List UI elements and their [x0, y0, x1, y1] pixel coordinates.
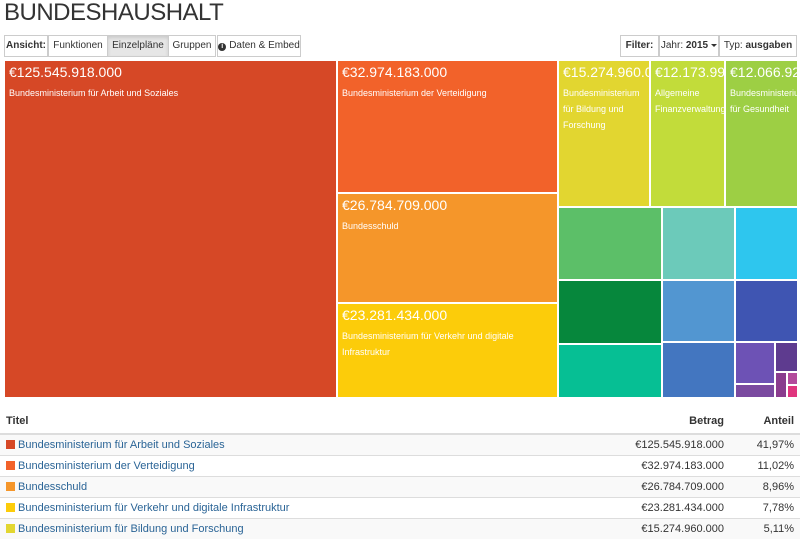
color-swatch: [6, 524, 15, 533]
view-einzelplaene-button[interactable]: Einzelpläne: [107, 35, 169, 57]
color-swatch: [6, 503, 15, 512]
table-row[interactable]: Bundesministerium der Verteidigung €32.97…: [0, 455, 800, 477]
treemap-tile[interactable]: [735, 342, 775, 384]
row-share: 8,96%: [730, 476, 800, 498]
row-share: 11,02%: [730, 455, 800, 477]
color-swatch: [6, 461, 15, 470]
table-row[interactable]: Bundesministerium für Arbeit und Soziale…: [0, 433, 800, 456]
tile-label: Bundesministerium für Bildung und Forsch…: [563, 88, 640, 130]
row-title-cell: Bundesschuld: [0, 476, 545, 498]
tile-amount: €12.173.996: [655, 64, 725, 80]
filter-label: Filter:: [620, 35, 659, 57]
row-link[interactable]: Bundesministerium für Arbeit und Soziale…: [18, 439, 225, 451]
view-funktionen-button[interactable]: Funktionen: [48, 35, 108, 57]
treemap-tile[interactable]: €32.974.183.000 Bundesministerium der Ver…: [337, 60, 558, 193]
treemap-tile[interactable]: [662, 280, 735, 342]
row-amount: €26.784.709.000: [544, 476, 730, 498]
tile-amount: €26.784.709.000: [342, 197, 448, 213]
tile-amount: €12.066.920: [730, 64, 797, 80]
table-row[interactable]: Bundesschuld €26.784.709.000 8,96%: [0, 476, 800, 498]
treemap-tile[interactable]: [775, 372, 787, 398]
treemap-chart: €125.545.918.000 Bundesministerium für Ar…: [4, 60, 798, 398]
tile-label: Bundesministerium für Verkehr und digita…: [342, 331, 514, 357]
info-icon: i: [218, 43, 227, 51]
treemap-tile[interactable]: [787, 385, 798, 398]
treemap-tile[interactable]: [775, 342, 798, 372]
row-link[interactable]: Bundesministerium der Verteidigung: [18, 460, 195, 472]
type-dropdown[interactable]: Typ: ausgaben: [719, 35, 797, 67]
data-embed-label: Daten & Embed: [229, 40, 300, 51]
view-gruppen-button[interactable]: Gruppen: [168, 35, 216, 57]
treemap-tile[interactable]: [662, 342, 735, 398]
treemap-tile[interactable]: €12.066.920 Bundesministerium für Gesundh…: [725, 60, 798, 207]
header-share: Anteil: [730, 409, 800, 435]
row-link[interactable]: Bundesministerium für Verkehr und digita…: [18, 502, 290, 514]
treemap-tile[interactable]: [735, 384, 775, 398]
table-row[interactable]: Bundesministerium für Bildung und Forsch…: [0, 518, 800, 539]
color-swatch: [6, 440, 15, 449]
view-label: Ansicht:: [4, 35, 48, 57]
chevron-down-icon: [711, 43, 718, 47]
type-value: ausgaben: [745, 40, 793, 51]
year-prefix: Jahr:: [660, 40, 684, 51]
row-amount: €23.281.434.000: [544, 497, 730, 519]
tile-label: Bundesministerium für Arbeit und Soziale…: [9, 88, 179, 98]
row-title-cell: Bundesministerium für Arbeit und Soziale…: [0, 433, 545, 456]
page-title: BUNDESHAUSHALT: [4, 0, 224, 26]
row-title-cell: Bundesministerium für Bildung und Forsch…: [0, 518, 545, 539]
tile-amount: €15.274.960.000: [563, 64, 649, 80]
row-amount: €32.974.183.000: [544, 455, 730, 477]
treemap-tile[interactable]: [735, 207, 798, 280]
row-title-cell: Bundesministerium für Verkehr und digita…: [0, 497, 545, 519]
row-link[interactable]: Bundesministerium für Bildung und Forsch…: [18, 523, 244, 535]
row-amount: €15.274.960.000: [544, 518, 730, 539]
budget-table: Titel Betrag Anteil Bundesministerium fü…: [0, 409, 800, 539]
treemap-tile[interactable]: €15.274.960.000 Bundesministerium für Bil…: [558, 60, 650, 207]
treemap-tile[interactable]: €26.784.709.000 Bundesschuld: [337, 193, 558, 303]
treemap-tile[interactable]: €23.281.434.000 Bundesministerium für Ver…: [337, 303, 558, 398]
tile-amount: €23.281.434.000: [342, 307, 448, 323]
year-value: 2015: [685, 40, 709, 51]
treemap-tile[interactable]: €125.545.918.000 Bundesministerium für Ar…: [4, 60, 337, 398]
row-link[interactable]: Bundesschuld: [18, 481, 88, 493]
tile-amount: €125.545.918.000: [9, 64, 122, 80]
row-share: 41,97%: [730, 433, 800, 456]
row-title-cell: Bundesministerium der Verteidigung: [0, 455, 545, 477]
row-share: 5,11%: [730, 518, 800, 539]
treemap-tile[interactable]: €12.173.996 Allgemeine Finanzverwaltung: [650, 60, 725, 207]
tile-amount: €32.974.183.000: [342, 64, 448, 80]
tile-label: Bundesschuld: [342, 221, 399, 231]
color-swatch: [6, 482, 15, 491]
data-embed-button[interactable]: i Daten & Embed: [217, 35, 301, 57]
tile-label: Bundesministerium für Gesundheit: [730, 88, 797, 114]
row-amount: €125.545.918.000: [544, 433, 730, 456]
table-header-row: Titel Betrag Anteil: [0, 409, 800, 435]
header-title: Titel: [0, 409, 545, 435]
table-row[interactable]: Bundesministerium für Verkehr und digita…: [0, 497, 800, 519]
row-share: 7,78%: [730, 497, 800, 519]
treemap-tile[interactable]: [787, 372, 798, 385]
treemap-tile[interactable]: [662, 207, 735, 280]
year-dropdown[interactable]: Jahr: 2015: [659, 35, 719, 57]
header-amount: Betrag: [544, 409, 730, 435]
budget-table-wrap: Titel Betrag Anteil Bundesministerium fü…: [0, 409, 800, 539]
tile-label: Allgemeine Finanzverwaltung: [655, 88, 725, 114]
treemap-tile[interactable]: [558, 207, 662, 280]
treemap-tile[interactable]: [558, 344, 662, 398]
treemap-tile[interactable]: [735, 280, 798, 342]
treemap-tile[interactable]: [558, 280, 662, 344]
type-prefix: Typ:: [723, 40, 743, 51]
toolbar: Ansicht: Funktionen Einzelpläne Gruppen …: [4, 35, 797, 67]
tile-label: Bundesministerium der Verteidigung: [342, 88, 487, 98]
